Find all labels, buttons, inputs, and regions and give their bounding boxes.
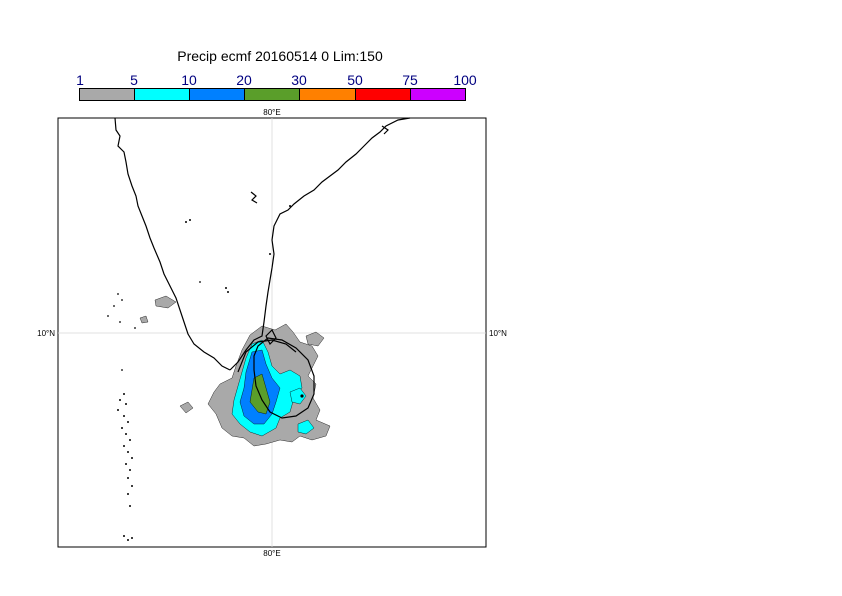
sriharikota-detail <box>250 191 258 204</box>
legend-tick: 1 <box>76 72 84 88</box>
right-lat-label: 10°N <box>489 329 507 338</box>
legend-tick: 50 <box>347 72 363 88</box>
sri-lanka-coast <box>253 337 315 419</box>
precip-color-legend: 1 5 10 20 30 50 75 100 <box>0 0 842 110</box>
left-lat-label: 10°N <box>37 329 55 338</box>
map-title: Precip ecmf 20160514 0 Lim:150 <box>177 48 383 64</box>
palk-strait-detail <box>265 328 277 346</box>
top-lon-label: 80°E <box>263 108 280 117</box>
precip-area-5-10 <box>289 387 307 405</box>
legend-tick: 5 <box>130 72 138 88</box>
coast-detail <box>381 125 389 135</box>
legend-swatch-75-100 <box>410 88 466 101</box>
precip-area-1-5 <box>154 295 177 309</box>
legend-tick: 100 <box>453 72 477 88</box>
legend-tick: 20 <box>236 72 252 88</box>
legend-tick: 30 <box>291 72 307 88</box>
gulf-outline <box>237 339 297 373</box>
islands <box>107 205 304 541</box>
precip-area-1-5 <box>179 401 194 414</box>
coastline <box>114 117 411 419</box>
india-east-coast <box>229 117 411 371</box>
bottom-lon-label: 80°E <box>263 549 280 558</box>
legend-tick: 10 <box>181 72 197 88</box>
precip-field <box>139 295 331 447</box>
legend-tick: 75 <box>402 72 418 88</box>
precip-area-5-10 <box>297 419 315 435</box>
precip-area-1-5 <box>139 315 149 324</box>
india-west-coast <box>114 117 231 371</box>
precip-area-1-5 <box>305 331 325 347</box>
